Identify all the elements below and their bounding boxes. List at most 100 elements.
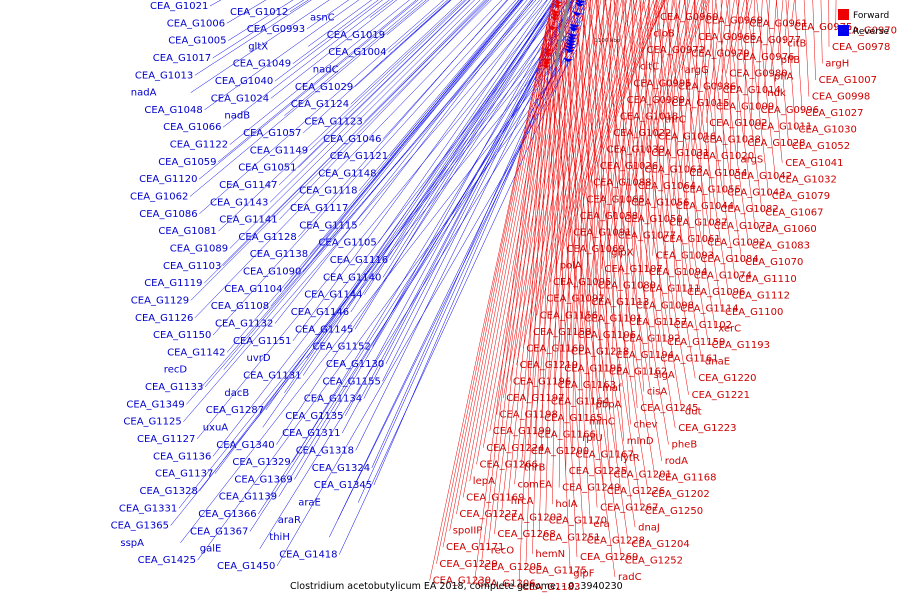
forward-gene-label: CEA_G1201 — [614, 469, 672, 480]
forward-connector-line — [545, 30, 571, 574]
reverse-gene-label: CEA_G1105 — [318, 238, 376, 249]
forward-connector-line — [639, 0, 665, 342]
forward-gene-label: CEA_G1061 — [662, 234, 720, 245]
forward-gene-label: holA — [555, 499, 577, 510]
reverse-gene-label: CEA_G1123 — [304, 117, 362, 128]
forward-gene-label: CEA_G1196 — [513, 377, 571, 388]
forward-gene-label: CEA_G1252 — [625, 556, 683, 567]
forward-connector-line — [666, 0, 685, 293]
forward-gene-label: argG — [685, 65, 709, 76]
forward-gene-label: argS — [741, 155, 764, 166]
forward-gene-label: CEA_G1162 — [609, 367, 667, 378]
forward-connector-line — [544, 33, 616, 578]
forward-gene-label: mInD — [627, 436, 654, 447]
forward-gene-label: CEA_G0960 — [660, 12, 718, 23]
forward-gene-label: CEA_G1101 — [584, 314, 642, 325]
reverse-connector-line — [214, 0, 573, 474]
forward-connector-line — [685, 0, 703, 173]
legend-reverse-label: Reverse — [853, 27, 890, 37]
reverse-gene-label: CEA_G1135 — [285, 411, 343, 422]
forward-connector-line — [474, 39, 545, 584]
forward-gene-label: chev — [634, 420, 658, 431]
forward-gene-label: CEA_G1202 — [651, 489, 709, 500]
forward-gene-label: CEA_G1098 — [636, 300, 694, 311]
forward-connector-line — [601, 0, 638, 269]
reverse-gene-label: CEA_G1142 — [167, 347, 225, 358]
forward-connector-line — [661, 0, 691, 120]
forward-gene-label: CEA_G1074 — [694, 271, 752, 282]
forward-gene-label: recO — [491, 546, 515, 557]
forward-connector-line — [613, 0, 645, 392]
reverse-connector-line — [223, 0, 534, 370]
forward-connector-line — [665, 0, 681, 223]
legend-forward-swatch — [838, 9, 849, 20]
forward-gene-label: CEA_G0969 — [705, 15, 763, 26]
forward-connector-line — [692, 0, 710, 157]
forward-gene-label: CEA_G1070 — [745, 257, 803, 268]
reverse-gene-label: CEA_G1048 — [144, 105, 202, 116]
forward-connector-line — [548, 17, 622, 561]
reverse-gene-label: CEA_G1369 — [234, 474, 292, 485]
reverse-connector-line — [382, 0, 575, 382]
forward-gene-label: CEA_G1156 — [540, 310, 598, 321]
forward-connector-line — [579, 0, 656, 478]
forward-connector-line — [746, 0, 770, 197]
forward-connector-line — [625, 0, 634, 322]
forward-connector-line — [449, 0, 554, 531]
forward-gene-label: CEA_G1096 — [687, 287, 745, 298]
forward-gene-label: pheB — [672, 440, 698, 451]
reverse-connector-line — [183, 0, 548, 422]
forward-connector-line — [641, 0, 675, 170]
forward-connector-line — [583, 0, 637, 200]
forward-connector-line — [575, 0, 611, 475]
forward-connector-line — [604, 0, 676, 428]
reverse-connector-line — [292, 0, 575, 463]
forward-connector-line — [549, 0, 612, 283]
forward-connector-line — [720, 0, 725, 193]
reverse-connector-line — [306, 0, 552, 359]
reverse-connector-line — [186, 0, 541, 405]
forward-feature-arrow — [543, 51, 552, 56]
reverse-gene-label: CEA_G1345 — [314, 480, 372, 491]
reverse-gene-label: CEA_G1131 — [243, 371, 301, 382]
forward-gene-label: CEA_G1052 — [792, 141, 850, 152]
reverse-gene-label: CEA_G1328 — [140, 486, 198, 497]
forward-connector-line — [639, 0, 650, 289]
reverse-gene-label: dacB — [224, 388, 249, 399]
forward-gene-label: rplU — [582, 433, 603, 444]
forward-connector-line — [776, 0, 790, 147]
reverse-feature-arrow — [563, 57, 574, 63]
forward-gene-label: CEA_G0979 — [691, 49, 749, 60]
feature-arrows — [542, 0, 586, 69]
forward-connector-line — [757, 0, 763, 110]
forward-gene-label: CEA_G1088 — [593, 178, 651, 189]
forward-gene-label: glpF — [573, 569, 594, 580]
reverse-gene-label: CEA_G1145 — [295, 324, 353, 335]
forward-gene-label: CEA_G1224 — [486, 443, 544, 454]
forward-connector-line — [653, 0, 709, 346]
forward-connector-line — [705, 0, 723, 124]
scale-tick-label: 1100 kbp — [594, 38, 620, 44]
reverse-gene-label: galE — [200, 544, 222, 555]
forward-connector-line — [595, 0, 669, 445]
reverse-connector-line — [189, 0, 427, 197]
forward-gene-label: CEA_G0986 — [678, 82, 736, 93]
forward-connector-line — [672, 0, 688, 206]
reverse-gene-label: CEA_G1127 — [137, 434, 195, 445]
forward-connector-line — [523, 0, 592, 349]
reverse-feature-arrow — [574, 2, 585, 7]
reverse-gene-label: CEA_G1366 — [198, 509, 256, 520]
forward-gene-label: CEA_G1094 — [649, 267, 707, 278]
reverse-connector-line — [284, 0, 556, 393]
forward-gene-label: CEA_G1015 — [671, 98, 729, 109]
forward-gene-label: lytR — [620, 453, 640, 464]
reverse-connector-line — [265, 0, 557, 411]
forward-gene-label: radC — [618, 572, 642, 583]
reverse-gene-label: CEA_G1005 — [168, 36, 226, 47]
forward-gene-label: CEA_G1038 — [703, 135, 761, 146]
forward-gene-label: xerC — [718, 324, 741, 335]
forward-connector-line — [561, 0, 599, 369]
legend-reverse-swatch — [838, 25, 849, 36]
forward-gene-label: CEA_G0989 — [627, 95, 685, 106]
reverse-connector-line — [358, 0, 520, 191]
